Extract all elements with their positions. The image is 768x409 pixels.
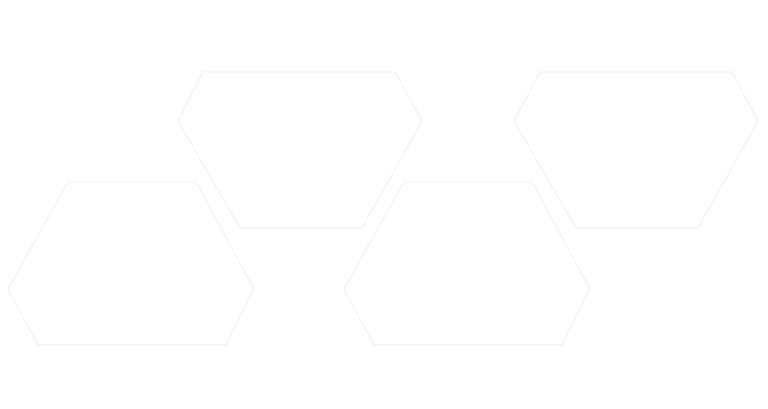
hexagon-top-left	[177, 71, 423, 229]
hexagon-bottom-center	[343, 181, 591, 346]
hexagon-bottom-left	[7, 181, 255, 346]
hexagon-top-right	[513, 71, 759, 229]
